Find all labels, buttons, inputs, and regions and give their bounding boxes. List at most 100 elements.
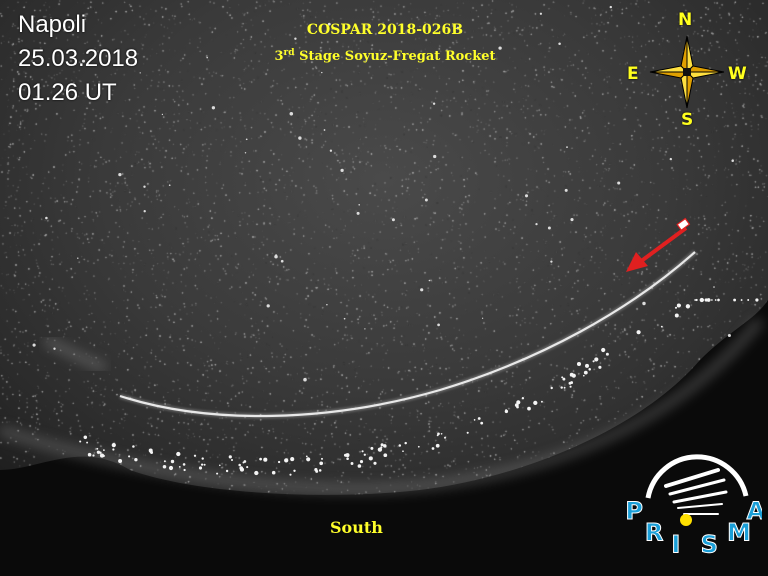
star bbox=[206, 56, 208, 59]
city-light bbox=[383, 444, 387, 448]
city-light bbox=[92, 454, 95, 457]
time-label: 01.26 UT bbox=[18, 79, 117, 106]
city-light bbox=[96, 447, 99, 450]
star bbox=[329, 149, 333, 152]
city-light bbox=[183, 468, 186, 472]
city-light bbox=[368, 456, 373, 461]
star bbox=[733, 73, 737, 77]
city-light bbox=[318, 469, 322, 472]
city-light bbox=[112, 448, 115, 451]
logo-text: PR I S MA bbox=[626, 497, 762, 559]
stars bbox=[32, 5, 737, 382]
city-light bbox=[711, 299, 713, 301]
compass-star-icon bbox=[649, 35, 725, 109]
star bbox=[420, 288, 424, 292]
city-light bbox=[350, 462, 354, 465]
city-light bbox=[477, 417, 481, 420]
city-light bbox=[636, 330, 641, 335]
city-light bbox=[583, 370, 588, 375]
city-light bbox=[383, 453, 388, 458]
star bbox=[391, 218, 395, 222]
city-light bbox=[576, 361, 582, 367]
city-light bbox=[320, 457, 324, 460]
city-light bbox=[676, 303, 681, 308]
star bbox=[161, 113, 164, 116]
city-light bbox=[134, 458, 138, 462]
star bbox=[713, 286, 715, 288]
city-light bbox=[417, 445, 420, 448]
star bbox=[358, 204, 360, 206]
date-label: 25.03.2018 bbox=[18, 45, 139, 72]
city-light bbox=[685, 304, 691, 309]
star bbox=[524, 194, 529, 198]
compass-south: S bbox=[681, 110, 694, 130]
horizon-glow bbox=[0, 316, 764, 494]
city-light bbox=[516, 405, 519, 409]
city-light bbox=[357, 464, 362, 468]
city-light bbox=[182, 463, 186, 466]
star bbox=[245, 138, 248, 141]
city-light bbox=[87, 452, 92, 457]
subtitle-text: Stage Soyuz-Fregat Rocket bbox=[294, 49, 496, 64]
city-light bbox=[740, 299, 743, 301]
city-light bbox=[96, 450, 101, 454]
caption-title: COSPAR 2018-026B bbox=[306, 22, 464, 38]
star bbox=[77, 257, 79, 259]
city-light bbox=[550, 386, 553, 390]
star bbox=[244, 152, 247, 154]
prisma-logo: PR I S MA bbox=[625, 436, 766, 572]
rocket-trail bbox=[119, 251, 696, 418]
city-light bbox=[480, 421, 484, 425]
city-light bbox=[598, 365, 602, 369]
city-light bbox=[398, 444, 402, 447]
star bbox=[547, 226, 551, 230]
star bbox=[53, 347, 56, 350]
city-light bbox=[225, 469, 229, 473]
star bbox=[298, 136, 302, 140]
city-light bbox=[473, 419, 476, 421]
star bbox=[428, 279, 431, 282]
city-light bbox=[243, 460, 247, 463]
city-light bbox=[466, 431, 469, 434]
city-light bbox=[563, 386, 566, 389]
city-light bbox=[293, 469, 296, 472]
city-light bbox=[228, 455, 232, 459]
star bbox=[81, 59, 86, 63]
city-light bbox=[560, 386, 563, 389]
city-light bbox=[230, 458, 234, 462]
faint-streak bbox=[43, 336, 107, 372]
star bbox=[303, 377, 307, 382]
city-light bbox=[83, 435, 88, 440]
star bbox=[566, 146, 568, 149]
star bbox=[340, 168, 344, 173]
city-light bbox=[176, 451, 181, 457]
city-light bbox=[168, 465, 174, 471]
city-light bbox=[585, 363, 589, 368]
compass-rose-icon: N S E W bbox=[622, 6, 762, 134]
star bbox=[731, 159, 734, 163]
city-light bbox=[582, 374, 585, 377]
city-light bbox=[359, 460, 364, 464]
city-light bbox=[561, 376, 564, 379]
star bbox=[356, 211, 360, 215]
city-light bbox=[660, 325, 663, 328]
city-light bbox=[601, 347, 606, 353]
city-light bbox=[315, 469, 319, 473]
city-light bbox=[527, 406, 531, 411]
star bbox=[139, 72, 141, 74]
city-light bbox=[570, 381, 574, 385]
city-light bbox=[569, 385, 572, 388]
city-light bbox=[319, 461, 324, 466]
city-light bbox=[674, 313, 679, 318]
city-light bbox=[504, 409, 509, 414]
city-light bbox=[747, 299, 750, 301]
city-light bbox=[361, 450, 364, 453]
city-light bbox=[440, 432, 443, 435]
star bbox=[45, 216, 48, 220]
star bbox=[143, 185, 146, 188]
star bbox=[294, 37, 297, 40]
star bbox=[343, 317, 346, 320]
city-light bbox=[402, 450, 404, 453]
star bbox=[118, 172, 122, 177]
city-light bbox=[674, 306, 678, 309]
